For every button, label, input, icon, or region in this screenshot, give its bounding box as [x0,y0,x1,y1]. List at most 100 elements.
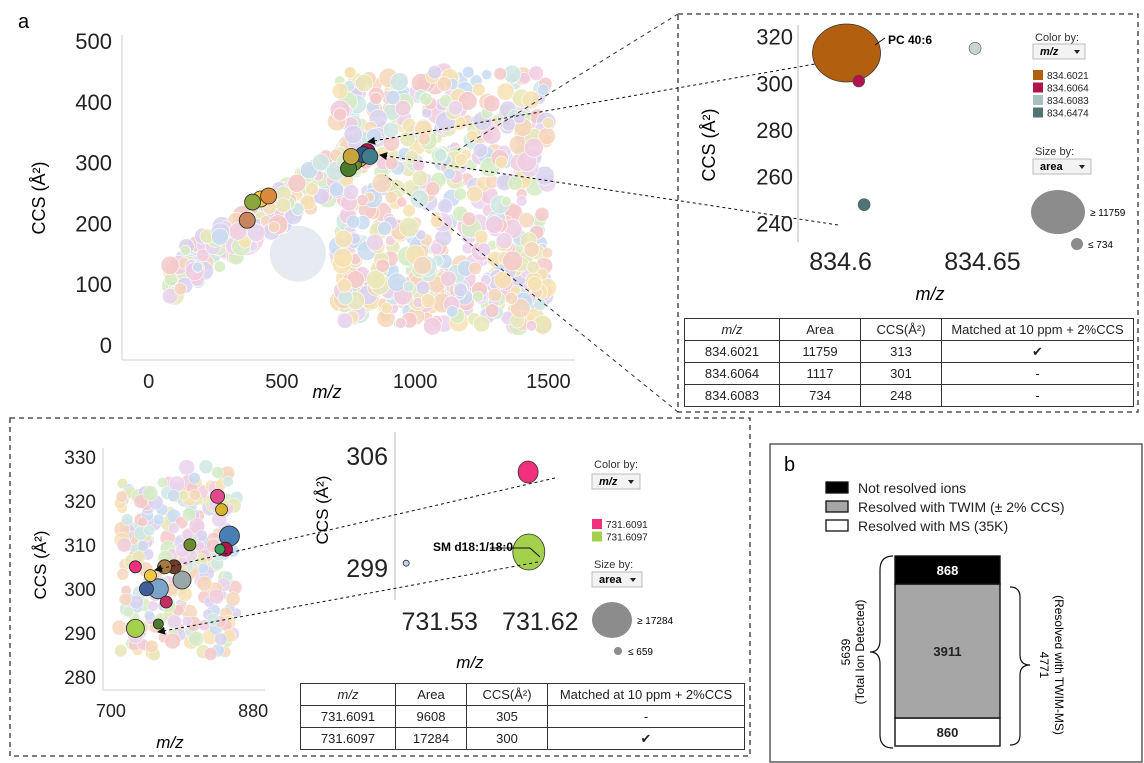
right-brace-value: 4771 [1037,652,1051,679]
za-color-by-dropdown[interactable] [1032,43,1086,60]
highlight-point [159,595,173,609]
zb-size-min-marker [614,647,622,655]
bg-point [500,196,512,207]
bg-point [203,647,218,661]
bg-point [247,223,266,242]
bg-point [411,169,429,187]
bg-point [371,173,392,194]
bg-point [453,283,468,298]
bg-point [430,214,444,229]
y-tick-label: 299 [346,555,388,583]
table-cell: - [941,362,1134,385]
za-size-by-dropdown[interactable] [1032,158,1092,175]
bg-point [147,600,159,612]
bg-point [402,280,415,293]
bg-point [275,197,291,214]
table-cell: - [941,384,1134,407]
zoom-a-points [812,23,982,211]
legend-swatch [1033,95,1043,105]
y-tick-label: 320 [64,492,96,513]
table-a: m/z Area CCS(Å²) Matched at 10 ppm + 2%C… [684,318,1134,407]
bg-point [346,214,361,229]
bg-point [182,507,197,522]
table-cell: 734 [779,384,861,407]
highlight-point [238,211,256,229]
bg-point [494,155,508,169]
table-cell: 301 [860,362,942,385]
bg-point [198,619,211,632]
legend-swatch [1033,70,1043,80]
y-tick-label: 100 [75,272,112,297]
x-tick-label: 500 [265,371,298,393]
legend-swatch [592,531,602,542]
bg-point [516,195,528,207]
bg-point [197,562,209,574]
legend-label: Resolved with TWIM (± 2% CCS) [858,499,1065,515]
bg-point [225,591,241,607]
bg-point [454,153,468,166]
main-highlight-points [238,143,379,229]
bg-point [481,69,493,81]
table-cell: 305 [466,705,548,728]
table-cell: 731.6097 [300,727,396,750]
highlight-point [157,559,173,575]
za-size-min-label: ≤ 734 [1088,240,1113,251]
bg-point [206,612,220,626]
bg-point [366,269,386,290]
bg-point [496,82,515,101]
bg-point [518,212,535,229]
bg-point [534,206,550,222]
bg-point [198,459,214,475]
chevron-down-icon [628,480,634,484]
x-tick-label: 0 [143,371,154,393]
bar-value-label: 860 [937,725,959,740]
zb-color-by-dropdown[interactable] [591,473,641,490]
highlight-point [125,619,145,638]
bg-point [472,82,486,97]
bar-segment [894,583,1001,719]
zb-size-by-dropdown[interactable] [591,571,643,588]
legend-swatch [825,500,849,513]
y-tick-label: 280 [756,118,793,143]
bg-point [423,317,442,336]
table-header-row: m/z Area CCS(Å²) Matched at 10 ppm + 2%C… [300,683,745,706]
bg-point [142,485,159,502]
bar-segment [894,717,1001,747]
za-size-max-marker [1031,190,1085,234]
table-row: 834.6021 11759 313 ✔ [684,340,1134,363]
bg-point [446,305,459,318]
main-x-label: m/z [313,382,342,402]
bg-point [413,256,433,275]
bg-point [178,490,190,501]
table-cell: 834.6021 [684,340,780,363]
bg-point [394,99,412,117]
bg-point [510,298,531,319]
zoom-a-frame [677,13,1139,413]
bg-point [485,215,504,234]
left-brace-label: (Total Ion Detected) [853,600,867,705]
bg-point [168,522,180,534]
bg-point [472,290,484,303]
legend-label: 834.6064 [1047,84,1089,95]
bg-point [409,189,429,209]
bg-point [487,288,503,303]
chevron-down-icon [630,578,636,582]
bg-point [375,258,390,273]
data-point [857,198,871,211]
legend-swatch [1033,82,1043,93]
bg-point [425,181,441,197]
highlight-point [244,193,261,211]
y-tick-label: 400 [75,90,112,115]
bg-point [336,312,353,329]
bg-point [468,261,482,275]
y-tick-label: 500 [75,29,112,54]
sm-annotation: SM d18:1/18:0 [433,540,513,554]
zb-size-by-value: area [599,574,623,586]
table-header: m/z [300,683,396,706]
bg-point [179,245,191,257]
bar-value-label: 3911 [933,644,961,659]
arrow-sm-top [154,477,556,573]
bg-point [382,121,400,139]
bg-point [181,528,194,541]
bg-point [389,72,409,92]
